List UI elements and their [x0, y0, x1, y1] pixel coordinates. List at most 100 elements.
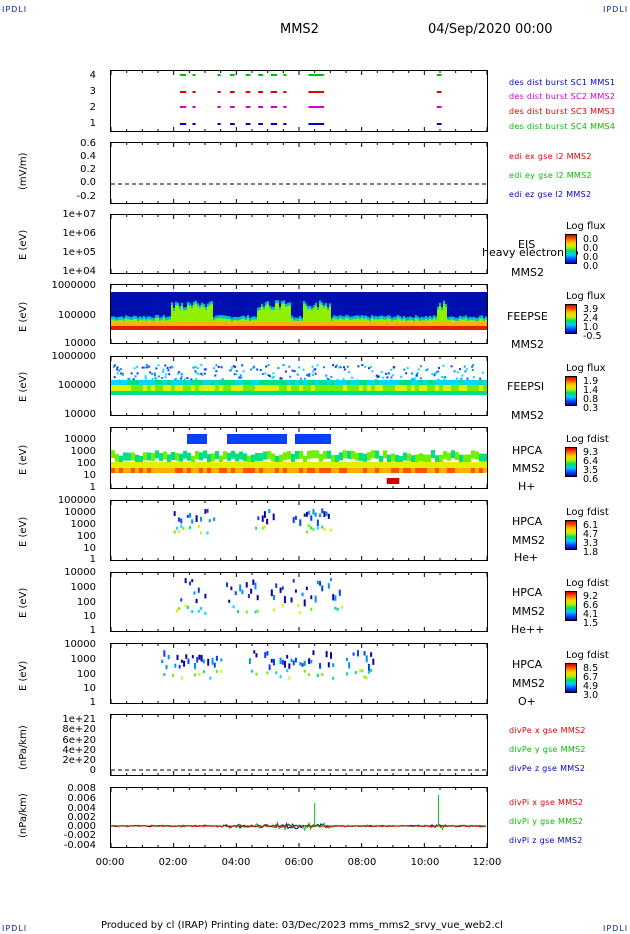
- spectrogram-cell: [286, 669, 289, 673]
- spectrogram-cell: [455, 391, 459, 395]
- spectrogram-cell: [239, 380, 243, 385]
- spectrogram-cell: [455, 320, 457, 323]
- spectrogram-cell: [415, 454, 419, 463]
- spectrogram-cell: [319, 434, 323, 444]
- ytick: 1e+06: [62, 228, 96, 239]
- spectrogram-cell: [147, 468, 151, 473]
- spectrogram-cell: [399, 468, 403, 473]
- spectrogram-cell: [272, 513, 275, 521]
- spectrogram-cell: [423, 320, 425, 323]
- spectrogram-cell: [153, 372, 156, 375]
- spectrogram-cell: [175, 380, 179, 385]
- spectrogram-cell: [361, 318, 363, 323]
- spectrogram-cell: [227, 391, 231, 395]
- spectrogram-cell: [195, 385, 199, 391]
- legend-item: divPi x gse MMS2: [509, 798, 584, 807]
- spectrogram-cell: [287, 305, 289, 323]
- legend-item: divPe y gse MMS2: [509, 745, 586, 754]
- spectrogram-cell: [460, 377, 463, 380]
- spectrogram-cell: [221, 378, 224, 381]
- spectrogram-cell: [243, 468, 247, 473]
- spectrogram-cell: [303, 462, 307, 468]
- legend-item: divPe z gse MMS2: [509, 764, 586, 773]
- spectrogram-cell: [199, 516, 202, 522]
- spectrogram-cell: [159, 468, 163, 473]
- spectrogram-cell: [477, 320, 479, 323]
- spectrogram-cell: [207, 454, 211, 463]
- spectrogram-cell: [403, 385, 407, 391]
- spectrogram-cell: [375, 380, 379, 385]
- colorbar-value: 4.7: [583, 529, 599, 540]
- spectrogram-cell: [267, 385, 271, 391]
- spectrogram-cell: [283, 380, 287, 385]
- spectrogram-cell: [419, 385, 423, 391]
- spectrogram-cell: [159, 453, 163, 462]
- spectrogram-cell: [151, 377, 154, 380]
- ytick: 1e+07: [62, 209, 96, 220]
- spectrogram-cell: [479, 462, 483, 468]
- spectrogram-cell: [357, 318, 359, 323]
- corner-label-bottom-right: IPDLI: [603, 924, 629, 933]
- spectrogram-cell: [207, 306, 209, 323]
- spectrogram-cell: [434, 372, 437, 375]
- spectrogram-cell: [243, 318, 245, 323]
- spectrogram-cell: [323, 528, 326, 532]
- spectrogram-cell: [379, 391, 383, 395]
- spectrogram-cell: [135, 468, 139, 473]
- spectrogram-cell: [141, 366, 144, 369]
- spectrogram-cell: [483, 453, 487, 462]
- spectrogram-cell: [181, 305, 183, 323]
- spectrogram-cell: [375, 462, 379, 468]
- spectrogram-cell: [479, 380, 483, 385]
- spectrogram-cell: [147, 462, 151, 468]
- spectrogram-cell: [431, 450, 435, 459]
- x-tick-label: 00:00: [95, 857, 125, 868]
- spectrogram-cell: [111, 468, 115, 473]
- spectrogram-cell: [243, 462, 247, 468]
- spectrogram-cell: [308, 673, 311, 677]
- spectrogram-cell: [403, 462, 407, 468]
- spectrogram-cell: [393, 319, 395, 323]
- spectrogram-cell: [293, 320, 295, 323]
- spectrogram-cell: [272, 372, 275, 375]
- spectrogram-cell: [281, 659, 284, 665]
- spectrogram-cell: [343, 391, 347, 395]
- spectrogram-cell: [299, 468, 303, 473]
- spectrogram-cell: [291, 369, 294, 372]
- spectrogram-cell: [483, 385, 487, 391]
- spectrogram-cell: [178, 371, 181, 374]
- spectrogram-cell: [235, 391, 239, 395]
- spectrogram-cell: [379, 468, 383, 473]
- ytick: 1000: [70, 582, 96, 593]
- spectrogram-cell: [129, 319, 131, 323]
- spectrogram-cell: [331, 391, 335, 395]
- ytick: 3: [89, 86, 96, 97]
- ytick: 0.002: [67, 812, 96, 823]
- spectrogram-cell: [403, 380, 407, 385]
- spectrogram-cell: [271, 309, 273, 323]
- spectrogram-cell: [139, 468, 143, 473]
- spectrogram-cell: [423, 462, 427, 468]
- spectrogram-cell: [303, 434, 307, 444]
- ytick: 10: [83, 683, 96, 694]
- burst-interval-bar: [436, 74, 442, 76]
- spectrogram-cell: [453, 320, 455, 323]
- spectrogram-cell: [201, 305, 203, 323]
- spectrogram-cell: [277, 367, 280, 370]
- spectrogram-cell: [194, 365, 197, 368]
- spectrogram-cell: [375, 385, 379, 391]
- spectrogram-cell: [251, 434, 255, 444]
- spectrogram-cell: [243, 391, 247, 395]
- spectrogram-cell: [301, 663, 304, 667]
- legend-item: edi ey gse l2 MMS2: [509, 171, 592, 180]
- spectrogram-cell: [115, 462, 119, 468]
- spectrogram-cell: [471, 391, 475, 395]
- spectrogram-cell: [305, 511, 308, 517]
- spectrogram-cell: [314, 595, 317, 603]
- spectrogram-cell: [135, 380, 139, 385]
- spectrogram-cell: [191, 308, 193, 323]
- spectrogram-cell: [256, 609, 259, 613]
- spectrogram-cell: [128, 377, 131, 380]
- spectrogram-cell: [377, 375, 380, 378]
- spectrogram-cell: [171, 305, 173, 323]
